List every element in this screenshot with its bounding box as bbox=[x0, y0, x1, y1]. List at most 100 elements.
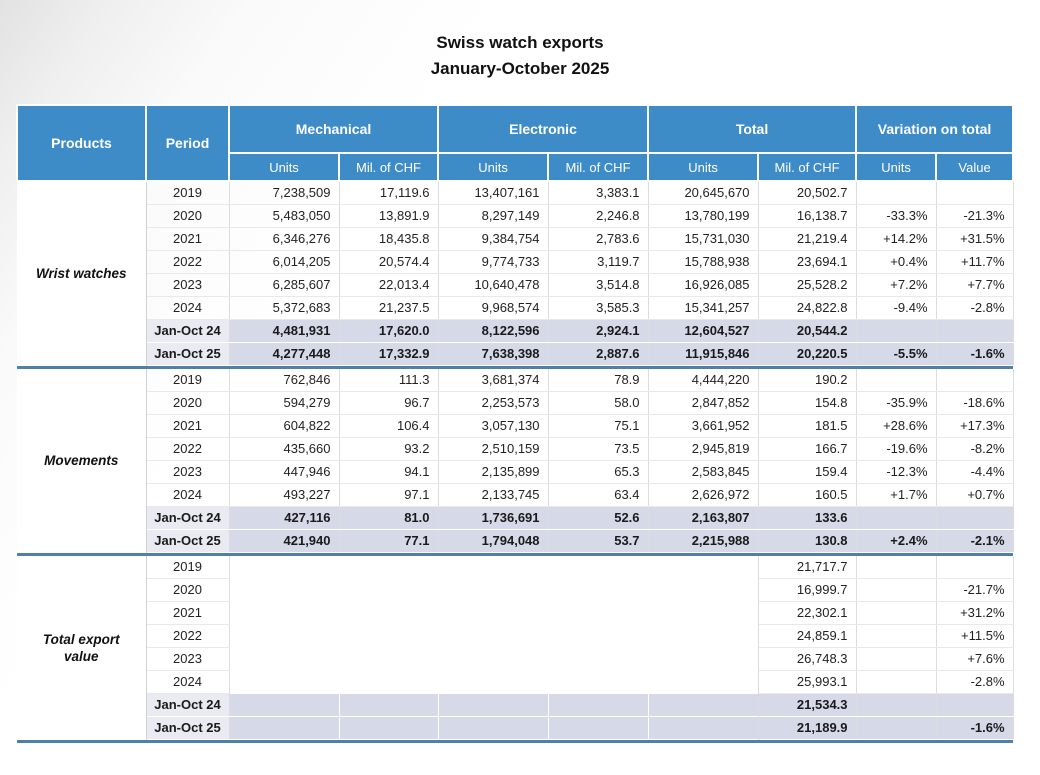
page-title-line1: Swiss watch exports bbox=[436, 33, 604, 52]
data-cell: 2,135,899 bbox=[438, 460, 549, 484]
data-cell: 73.5 bbox=[548, 437, 649, 461]
data-cell bbox=[936, 693, 1014, 717]
data-cell: 9,774,733 bbox=[438, 250, 549, 274]
period-cell: Jan-Oct 25 bbox=[145, 716, 230, 740]
data-cell bbox=[648, 670, 759, 694]
data-cell: 11,915,846 bbox=[648, 342, 759, 366]
data-cell: 4,277,448 bbox=[229, 342, 340, 366]
data-cell: 4,444,220 bbox=[648, 369, 759, 392]
data-cell bbox=[229, 625, 339, 648]
data-cell bbox=[229, 693, 339, 717]
data-cell bbox=[438, 716, 549, 740]
table-row: 2021 6,346,276 18,435.8 9,384,754 2,783.6 15,… bbox=[17, 227, 1014, 251]
data-cell: 20,645,670 bbox=[648, 181, 759, 205]
data-cell: 3,383.1 bbox=[548, 181, 649, 205]
data-cell: 52.6 bbox=[548, 506, 649, 530]
subheader-total-chf: Mil. of CHF bbox=[757, 152, 858, 182]
data-cell: 5,372,683 bbox=[229, 296, 340, 320]
data-cell: 3,585.3 bbox=[548, 296, 649, 320]
data-cell: 2,945,819 bbox=[648, 437, 759, 461]
data-cell: 190.2 bbox=[758, 369, 857, 392]
data-cell: 21,717.7 bbox=[758, 556, 857, 579]
data-cell: 24,822.8 bbox=[758, 296, 857, 320]
data-cell: 447,946 bbox=[229, 460, 340, 484]
data-cell: 97.1 bbox=[339, 483, 439, 507]
data-cell: 22,302.1 bbox=[758, 601, 857, 625]
data-cell bbox=[548, 671, 648, 694]
table-row: 2022 24,859.1 +11.5% bbox=[17, 624, 1014, 648]
table-row: 2020 5,483,050 13,891.9 8,297,149 2,246.8 13,… bbox=[17, 204, 1014, 228]
page-title-line2: January-October 2025 bbox=[430, 59, 610, 78]
data-cell: -33.3% bbox=[856, 204, 937, 228]
data-cell: 21,534.3 bbox=[758, 693, 857, 717]
data-cell bbox=[548, 716, 649, 740]
data-cell bbox=[856, 506, 937, 530]
data-cell bbox=[339, 625, 438, 648]
subheader-total-units: Units bbox=[647, 152, 760, 182]
data-cell bbox=[856, 693, 937, 717]
subheader-mechanical-units: Units bbox=[228, 152, 340, 182]
data-cell bbox=[229, 602, 339, 625]
header-group-mechanical: Mechanical bbox=[227, 104, 440, 154]
data-cell: -8.2% bbox=[936, 437, 1014, 461]
data-cell: 762,846 bbox=[229, 369, 340, 392]
period-cell: 2023 bbox=[145, 647, 230, 671]
period-cell: 2022 bbox=[145, 437, 230, 461]
data-cell: 2,924.1 bbox=[548, 319, 649, 343]
data-cell: 25,993.1 bbox=[758, 670, 857, 694]
data-cell: +31.5% bbox=[936, 227, 1014, 251]
data-cell: 24,859.1 bbox=[758, 624, 857, 648]
data-cell bbox=[339, 602, 438, 625]
data-cell bbox=[936, 369, 1014, 392]
data-cell: 421,940 bbox=[229, 529, 340, 553]
data-cell: 96.7 bbox=[339, 391, 439, 415]
data-cell: 20,574.4 bbox=[339, 250, 439, 274]
data-cell bbox=[438, 671, 548, 694]
section-divider bbox=[17, 365, 1014, 369]
period-cell: 2019 bbox=[145, 181, 230, 205]
data-cell: 26,748.3 bbox=[758, 647, 857, 671]
period-cell: 2020 bbox=[145, 578, 230, 602]
data-cell: 2,215,988 bbox=[648, 529, 759, 553]
data-cell: 3,681,374 bbox=[438, 369, 549, 392]
table-row: Jan-Oct 25 421,940 77.1 1,794,048 53.7 2,215,… bbox=[17, 529, 1014, 553]
table-row: 2024 5,372,683 21,237.5 9,968,574 3,585.3 15,… bbox=[17, 296, 1014, 320]
data-cell bbox=[438, 579, 548, 602]
header-group-row: Products Period Mechanical Electronic To… bbox=[16, 104, 1015, 182]
data-cell bbox=[936, 506, 1014, 530]
table-row: Movements 2019 762,846 111.3 3,681,374 78.9 4,… bbox=[17, 369, 1014, 553]
data-cell: +7.6% bbox=[936, 647, 1014, 671]
data-cell: 21,237.5 bbox=[339, 296, 439, 320]
data-cell: 65.3 bbox=[548, 460, 649, 484]
data-cell: 181.5 bbox=[758, 414, 857, 438]
section-divider bbox=[17, 739, 1014, 743]
table-row: 2023 447,946 94.1 2,135,899 65.3 2,583,845 159… bbox=[17, 460, 1014, 484]
exports-table: Products Period Mechanical Electronic To… bbox=[16, 104, 1015, 743]
table-row: 2021 604,822 106.4 3,057,130 75.1 3,661,952 18… bbox=[17, 414, 1014, 438]
data-cell bbox=[548, 556, 648, 579]
header-sub-row: Units Mil. of CHF Units Mil. of CHF Unit… bbox=[17, 152, 1015, 182]
data-cell bbox=[548, 602, 648, 625]
table-row: Jan-Oct 24 4,481,931 17,620.0 8,122,596 2,92… bbox=[17, 319, 1014, 343]
data-cell: -9.4% bbox=[856, 296, 937, 320]
period-cell: 2024 bbox=[145, 670, 230, 694]
data-cell: 58.0 bbox=[548, 391, 649, 415]
data-cell: 2,626,972 bbox=[648, 483, 759, 507]
table-row: 2022 6,014,205 20,574.4 9,774,733 3,119.7 15,… bbox=[17, 250, 1014, 274]
data-cell: 18,435.8 bbox=[339, 227, 439, 251]
data-cell: 17,332.9 bbox=[339, 342, 439, 366]
subheader-variation-units: Units bbox=[855, 152, 938, 182]
data-cell: 3,119.7 bbox=[548, 250, 649, 274]
data-cell: -21.3% bbox=[936, 204, 1014, 228]
data-cell bbox=[339, 556, 438, 579]
subheader-mechanical-chf: Mil. of CHF bbox=[337, 152, 440, 182]
data-cell: +7.2% bbox=[856, 273, 937, 297]
data-cell: +7.7% bbox=[936, 273, 1014, 297]
header-products: Products bbox=[16, 104, 147, 182]
data-cell: 166.7 bbox=[758, 437, 857, 461]
data-cell: 2,887.6 bbox=[548, 342, 649, 366]
data-cell: 22,013.4 bbox=[339, 273, 439, 297]
data-cell bbox=[339, 579, 438, 602]
data-cell: -18.6% bbox=[936, 391, 1014, 415]
data-cell: 106.4 bbox=[339, 414, 439, 438]
